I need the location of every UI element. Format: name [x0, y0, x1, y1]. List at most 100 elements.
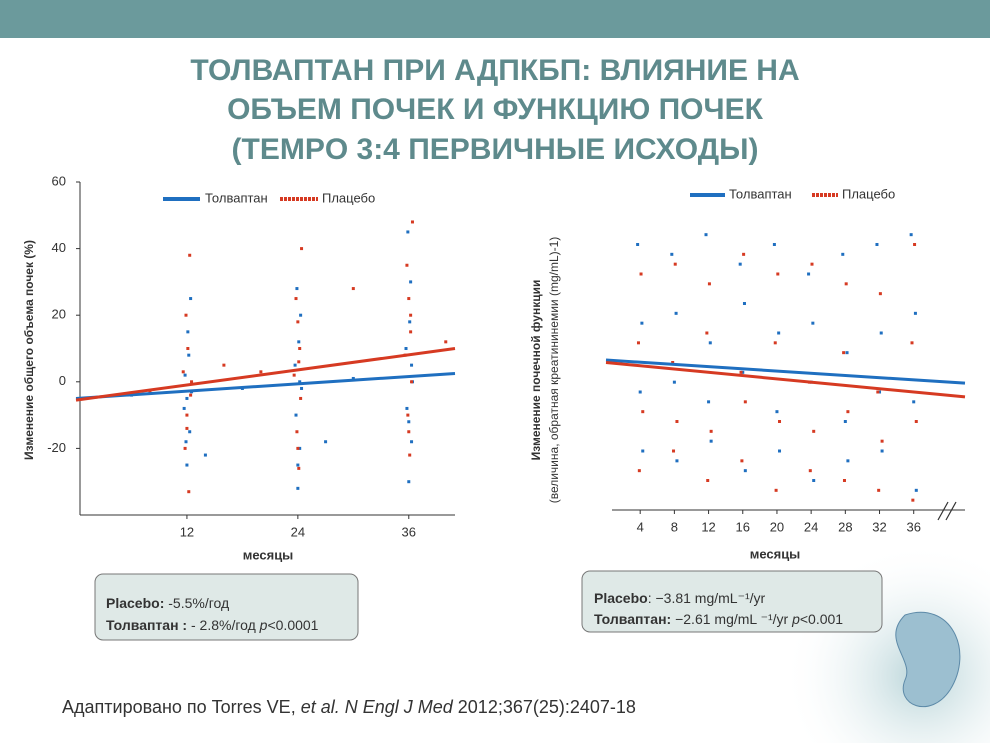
scatter-point [704, 233, 708, 237]
scatter-point [407, 297, 411, 301]
summary-part: -5.5%/год [164, 595, 229, 611]
x-tick-label: 28 [838, 519, 852, 534]
scatter-point [297, 340, 301, 344]
scatter-point [876, 390, 880, 394]
legend-label: Плацебо [322, 190, 375, 205]
scatter-point [410, 440, 414, 444]
scatter-point [914, 420, 918, 423]
scatter-point [775, 410, 779, 414]
scatter-point [292, 373, 296, 377]
scatter-point [185, 463, 189, 467]
summary-part: : −3.81 mg/mL⁻¹/yr [648, 590, 766, 606]
summary-part: - 2.8%/год [187, 617, 260, 633]
scatter-point [842, 351, 846, 355]
citation-part: 2012;367(25):2407-18 [453, 697, 636, 717]
scatter-point [187, 490, 191, 494]
scatter-point [296, 486, 300, 490]
summary-line: Толваптан : - 2.8%/год p<0.0001 [106, 617, 319, 633]
scatter-point [638, 390, 642, 394]
scatter-point [444, 340, 448, 344]
scatter-point [842, 479, 846, 482]
scatter-point [675, 459, 679, 463]
summary-part: Placebo: [106, 595, 164, 611]
scatter-point [298, 347, 302, 350]
x-tick-label: 16 [736, 519, 750, 534]
summary-box [94, 573, 359, 641]
scatter-point [875, 243, 879, 246]
scatter-point [672, 380, 676, 384]
x-tick-label: 32 [872, 519, 886, 534]
scatter-point [913, 311, 917, 315]
x-tick-label: 8 [671, 519, 678, 534]
scatter-point [672, 449, 676, 453]
scatter-point [185, 413, 189, 417]
x-tick-label: 36 [906, 519, 920, 534]
scatter-point [845, 351, 849, 355]
y-axis-label: Изменение общего объема почек (%) [22, 240, 36, 460]
scatter-point [846, 410, 850, 414]
scatter-point [297, 466, 301, 470]
scatter-point [300, 386, 304, 390]
scatter-point [674, 311, 678, 315]
scatter-point [910, 341, 914, 345]
scatter-point [811, 321, 815, 325]
slide-title: ТОЛВАПТАН ПРИ АДПКБП: ВЛИЯНИЕ НА [190, 54, 799, 87]
scatter-point [880, 449, 884, 453]
scatter-point [184, 313, 188, 317]
scatter-point [778, 449, 782, 453]
scatter-point [808, 469, 812, 473]
y-tick-label: 20 [52, 307, 66, 322]
scatter-point [671, 361, 675, 364]
scatter-point [351, 376, 355, 380]
scatter-point [299, 313, 303, 317]
scatter-point [185, 396, 189, 400]
scatter-point [742, 302, 746, 305]
scatter-point [774, 488, 778, 492]
scatter-point [880, 439, 884, 443]
scatter-point [707, 400, 711, 404]
scatter-point [407, 480, 411, 484]
scatter-point [148, 390, 152, 394]
scatter-point [807, 272, 811, 276]
trend-line [605, 361, 966, 399]
y-tick-label: 40 [52, 240, 66, 255]
scatter-point [909, 233, 913, 237]
scatter-point [183, 446, 187, 450]
x-tick-label: 36 [402, 524, 416, 539]
summary-part: Толваптан : [106, 617, 187, 633]
summary-part: p [791, 611, 800, 627]
scatter-point [297, 360, 301, 364]
summary-line: Placebo: −3.81 mg/mL⁻¹/yr [594, 590, 766, 606]
citation-part: Адаптировано по Torres VE, [62, 697, 301, 717]
kidney-icon [895, 611, 961, 708]
scatter-point [911, 498, 915, 502]
scatter-point [740, 459, 744, 463]
scatter-point [777, 331, 781, 335]
trend-line [75, 371, 456, 400]
trend-line [75, 347, 456, 402]
scatter-point [298, 446, 302, 450]
scatter-point [406, 413, 410, 417]
scatter-point [408, 453, 412, 457]
scatter-point [294, 297, 298, 301]
scatter-point [914, 488, 918, 492]
scatter-point [295, 430, 299, 434]
scatter-point [186, 347, 190, 350]
scatter-point [296, 446, 300, 450]
scatter-point [709, 439, 713, 443]
scatter-point [812, 479, 816, 482]
top-bar [0, 0, 990, 38]
scatter-point [298, 380, 302, 384]
scatter-point [259, 370, 263, 374]
scatter-point [300, 247, 304, 251]
scatter-point [843, 420, 847, 423]
slide-title: (TEMPO 3:4 ПЕРВИЧНЫЕ ИСХОДЫ) [232, 133, 759, 166]
summary-part: p [259, 617, 268, 633]
summary-part: Placebo [594, 590, 648, 606]
scatter-point [405, 263, 409, 267]
scatter-point [410, 220, 414, 224]
scatter-point [743, 400, 747, 404]
y-tick-label: 60 [52, 173, 66, 188]
legend-label: Плацебо [842, 186, 895, 201]
